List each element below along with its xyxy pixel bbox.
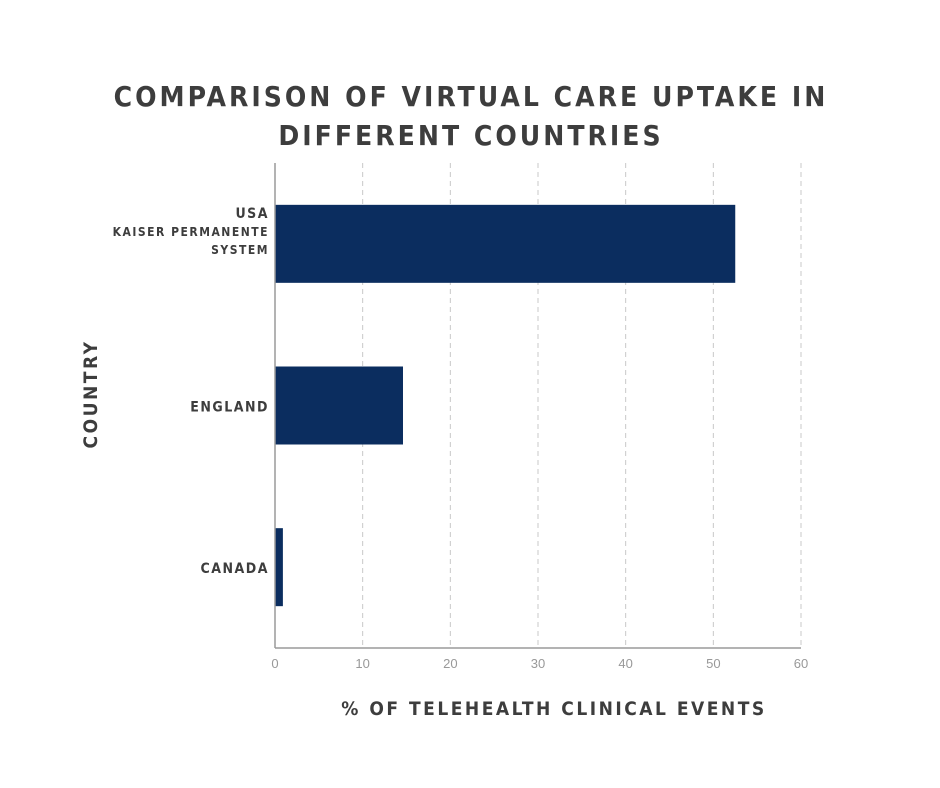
x-tick-label: 30 [531,656,545,671]
x-tick-label: 40 [618,656,632,671]
category-label: USA [235,206,269,222]
category-labels: USA KAISER PERMANENTE SYSTEM ENGLAND CANADA [113,206,270,577]
x-axis-title: % OF TELEHEALTH CLINICAL EVENTS [341,698,766,720]
x-tick-labels: 0 10 20 30 40 50 60 [271,656,808,671]
x-tick-label: 0 [271,656,278,671]
axes [274,163,801,649]
chart-title-line: DIFFERENT COUNTRIES [278,119,663,152]
x-tick-label: 20 [443,656,457,671]
y-axis-title: COUNTRY [80,340,102,449]
bar [275,528,283,607]
chart-title: COMPARISON OF VIRTUAL CARE UPTAKE IN DIFF… [114,80,829,152]
x-tick-label: 50 [706,656,720,671]
bars [275,204,736,607]
bar [275,204,736,283]
x-tick-label: 10 [355,656,369,671]
category-label: KAISER PERMANENTE [113,225,269,239]
bar [275,366,403,445]
category-label: ENGLAND [190,400,269,416]
x-tick-label: 60 [794,656,808,671]
category-label: SYSTEM [211,243,269,257]
chart-title-line: COMPARISON OF VIRTUAL CARE UPTAKE IN [114,80,829,113]
category-label: CANADA [201,561,270,577]
